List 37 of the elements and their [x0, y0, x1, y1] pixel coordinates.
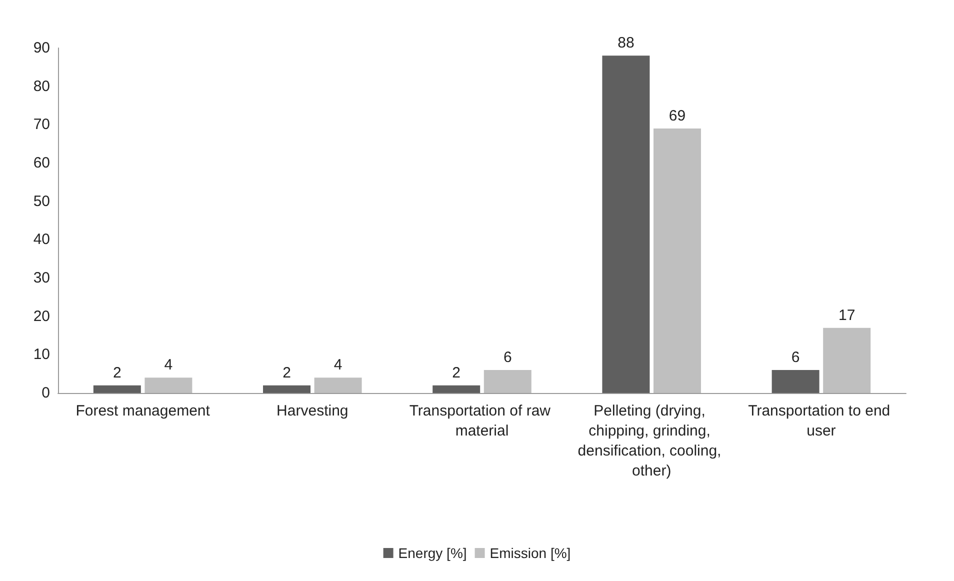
y-tick-label: 80: [33, 78, 50, 95]
bar: [602, 56, 650, 393]
bar: [772, 370, 820, 393]
data-label: 69: [668, 108, 686, 124]
data-label: 88: [618, 34, 634, 52]
legend-label: Energy [%]: [398, 545, 467, 561]
y-tick-label: 10: [33, 346, 50, 364]
data-label: 2: [282, 364, 291, 382]
y-tick-label: 40: [33, 231, 50, 248]
bar: [484, 370, 532, 393]
data-label: 6: [503, 349, 512, 366]
legend-label: Emission [%]: [490, 545, 571, 561]
data-label: 4: [334, 356, 342, 374]
bar: [823, 328, 871, 393]
bar: [263, 385, 310, 393]
y-tick-label: 0: [42, 384, 50, 402]
y-tick-label: 90: [33, 40, 50, 56]
data-label: 17: [838, 306, 856, 324]
data-label: 2: [112, 364, 122, 382]
y-tick-label: 30: [33, 270, 50, 286]
y-tick-label: 70: [33, 116, 50, 134]
y-tick-label: 60: [33, 154, 50, 172]
bar: [314, 378, 362, 393]
data-label: 2: [452, 364, 461, 382]
x-tick-label: Forest management: [76, 402, 211, 420]
x-tick-label: Transportation to end user: [748, 402, 894, 440]
bar: [93, 385, 141, 393]
data-label: 6: [791, 349, 800, 366]
y-tick-label: 20: [33, 308, 50, 325]
data-label: 4: [164, 356, 173, 374]
x-tick-label: Pelleting (drying, chipping, grinding, densification, cooling, other): [578, 402, 726, 480]
y-tick-label: 50: [33, 192, 50, 210]
bar: [432, 385, 480, 393]
bar: [654, 128, 701, 393]
bar: [144, 378, 192, 393]
x-tick-label: Transportation of raw material: [409, 402, 555, 440]
x-tick-label: Harvesting: [276, 402, 348, 420]
